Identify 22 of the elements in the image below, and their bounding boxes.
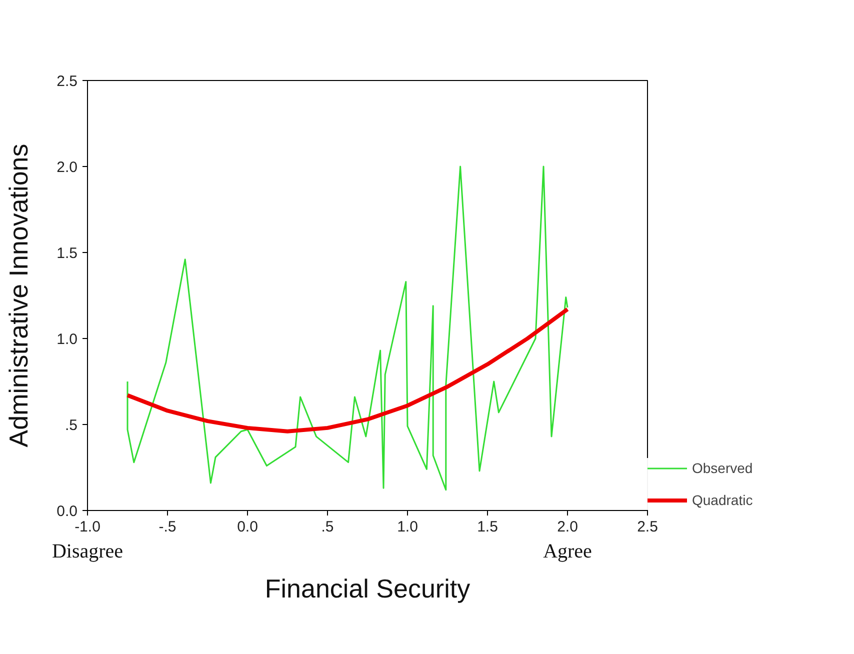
text: Disagree	[52, 540, 124, 562]
x-tick-label: 0.0	[237, 518, 258, 536]
x-tick-label: .5	[321, 518, 334, 536]
legend-label: Quadratic	[692, 492, 753, 508]
y-tick-label: 2.0	[56, 159, 78, 176]
line-series	[126, 166, 568, 491]
y-tick-label: 0.0	[56, 503, 78, 520]
x-tick-label: 1.0	[397, 518, 418, 536]
x-tick-label: 2.5	[637, 518, 658, 536]
x-tick-label: 2.0	[557, 518, 578, 536]
y-tick-label: 2.5	[56, 73, 78, 90]
y-tick-label: .5	[64, 417, 78, 434]
y-tick-label: 1.0	[56, 331, 78, 348]
y-axis-title: Administrative Innovations	[4, 144, 34, 448]
x-tick-label: -.5	[158, 518, 176, 536]
text: Agree	[543, 540, 592, 562]
x-axis-title: Financial Security	[264, 574, 470, 604]
x-tick-label: -1.0	[74, 518, 100, 536]
legend-label: Observed	[692, 460, 753, 476]
y-tick-label: 1.5	[56, 245, 78, 262]
x-tick-label: 1.5	[477, 518, 498, 536]
line-series	[126, 307, 570, 434]
